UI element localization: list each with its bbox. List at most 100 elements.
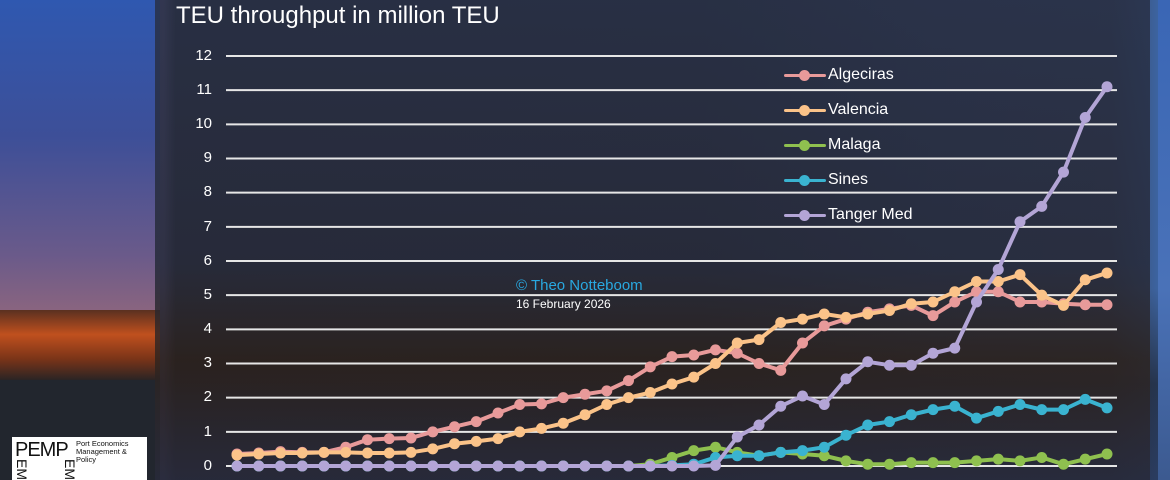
data-point — [362, 460, 373, 472]
y-tick-label: 6 — [203, 252, 212, 269]
data-point — [992, 286, 1004, 298]
data-point — [884, 305, 895, 317]
data-point — [666, 351, 678, 363]
data-point — [449, 460, 460, 472]
data-point — [579, 409, 591, 421]
data-point — [1014, 216, 1026, 228]
data-point — [557, 460, 569, 472]
data-point — [905, 457, 917, 469]
data-point — [231, 460, 243, 472]
data-point — [971, 455, 982, 467]
legend-item-algeciras[interactable]: Algeciras — [782, 65, 894, 85]
data-point — [797, 445, 808, 457]
data-point — [362, 434, 373, 446]
data-point — [927, 296, 939, 308]
data-point — [688, 460, 700, 472]
data-point — [840, 311, 852, 323]
legend-label: Malaga — [828, 136, 881, 153]
data-point — [949, 457, 961, 469]
data-point — [623, 460, 634, 472]
data-point — [536, 398, 547, 410]
legend-item-malaga[interactable]: Malaga — [782, 135, 880, 155]
data-point — [775, 400, 787, 412]
data-point — [1079, 453, 1091, 465]
data-point — [905, 359, 917, 371]
data-point — [753, 334, 765, 346]
data-point — [231, 449, 243, 461]
data-point — [1079, 393, 1091, 405]
data-point — [971, 412, 982, 424]
data-point — [470, 435, 482, 447]
data-point — [992, 264, 1004, 276]
data-point — [1014, 455, 1026, 467]
data-point — [514, 399, 526, 410]
data-point — [753, 450, 765, 462]
data-point — [644, 387, 656, 399]
legend-item-sines[interactable]: Sines — [782, 170, 868, 190]
data-series — [231, 81, 1113, 472]
data-point — [949, 296, 961, 308]
data-point — [731, 450, 743, 462]
data-point — [797, 313, 808, 325]
legend-line-marker-icon — [782, 205, 826, 225]
data-point — [1101, 402, 1113, 414]
data-point — [427, 426, 439, 438]
data-point — [1036, 289, 1048, 301]
series-valencia — [231, 267, 1113, 461]
data-point — [927, 457, 939, 469]
data-point — [862, 308, 874, 320]
legend-item-tanger-med[interactable]: Tanger Med — [782, 205, 913, 225]
data-point — [579, 460, 591, 472]
data-point — [1058, 299, 1069, 311]
data-point — [688, 371, 700, 383]
y-tick-label: 9 — [203, 149, 212, 166]
data-point — [731, 347, 743, 359]
data-point — [884, 458, 895, 470]
data-point — [731, 337, 743, 349]
logo-vertical-text: EM — [14, 459, 30, 480]
data-point — [840, 429, 852, 441]
data-point — [1101, 81, 1113, 93]
data-point — [1101, 299, 1113, 311]
data-point — [1014, 399, 1026, 410]
data-point — [536, 422, 547, 434]
logo-subtitle: Port Economics Management & Policy — [76, 439, 129, 464]
chart-title: TEU throughput in million TEU — [176, 2, 500, 29]
legend-label: Algeciras — [828, 66, 894, 83]
data-point — [1014, 269, 1026, 281]
data-point — [1058, 166, 1069, 178]
data-point — [818, 308, 830, 320]
y-tick-label: 10 — [195, 115, 212, 132]
data-point — [492, 460, 504, 472]
y-tick-label: 7 — [203, 218, 212, 235]
data-point — [536, 460, 547, 472]
data-point — [862, 419, 874, 431]
data-point — [405, 460, 417, 472]
data-point — [688, 445, 700, 457]
y-tick-label: 12 — [195, 47, 212, 64]
pemp-logo: PEMP Port Economics Management & Policy E… — [12, 437, 147, 480]
data-point — [1058, 404, 1069, 416]
data-point — [514, 426, 526, 438]
logo-vertical-text: EM — [62, 459, 78, 480]
data-point — [927, 310, 939, 322]
y-tick-label: 2 — [203, 388, 212, 405]
legend-item-valencia[interactable]: Valencia — [782, 100, 888, 120]
data-point — [992, 453, 1004, 465]
data-point — [775, 317, 787, 328]
chart-panel-overlay — [155, 0, 1150, 480]
data-point — [318, 446, 330, 458]
data-point — [601, 460, 613, 472]
data-point — [818, 441, 830, 453]
y-tick-label: 5 — [203, 286, 212, 303]
data-point — [427, 460, 439, 472]
data-point — [405, 432, 417, 444]
data-point — [470, 460, 482, 472]
data-point — [1014, 296, 1026, 308]
data-point — [775, 446, 787, 458]
data-point — [340, 460, 352, 472]
data-point — [470, 416, 482, 428]
data-point — [666, 378, 678, 390]
y-tick-label: 1 — [203, 423, 212, 440]
